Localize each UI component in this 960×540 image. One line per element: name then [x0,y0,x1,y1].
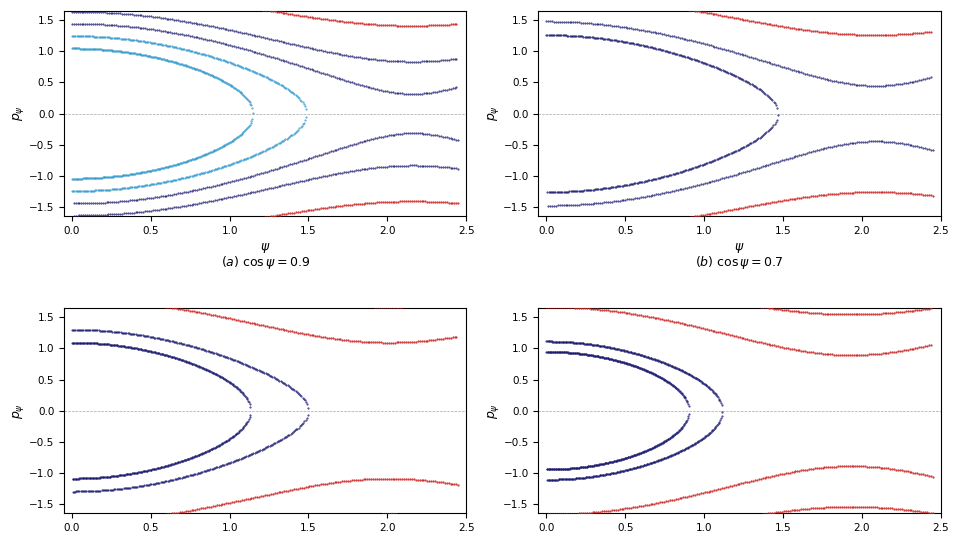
Text: $(b)\ \cos\psi = 0.7$: $(b)\ \cos\psi = 0.7$ [695,254,783,271]
X-axis label: $\psi$: $\psi$ [260,538,271,540]
Text: $(a)\ \cos\psi = 0.9$: $(a)\ \cos\psi = 0.9$ [221,254,309,271]
Y-axis label: $p_\psi$: $p_\psi$ [486,106,500,122]
Y-axis label: $p_\psi$: $p_\psi$ [12,106,26,122]
X-axis label: $\psi$: $\psi$ [734,241,745,255]
X-axis label: $\psi$: $\psi$ [260,241,271,255]
Y-axis label: $p_\psi$: $p_\psi$ [486,403,500,418]
X-axis label: $\psi$: $\psi$ [734,538,745,540]
Y-axis label: $p_\psi$: $p_\psi$ [12,403,26,418]
